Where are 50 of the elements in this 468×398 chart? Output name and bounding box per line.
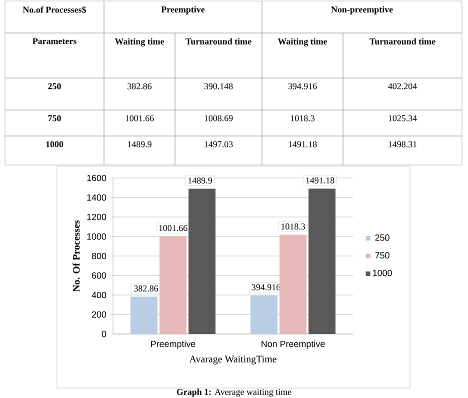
text: 402.204	[388, 83, 417, 90]
text: 1000	[46, 141, 64, 148]
y-axis-title: No. Of Processes	[72, 220, 80, 292]
y-tick-label: 0	[102, 330, 106, 338]
legend-label: 1000	[373, 270, 392, 276]
text: Parameters	[32, 38, 76, 44]
text: Turnaround time	[370, 38, 436, 45]
text: 750	[48, 115, 61, 122]
text: Waiting time	[278, 38, 328, 46]
text: 1025.34	[388, 115, 417, 122]
y-tick-label: 400	[92, 292, 106, 298]
data-label: 382.86	[134, 285, 158, 292]
y-tick-label: 1600	[87, 174, 106, 182]
text: 382.86	[128, 83, 152, 90]
data-label: 1491.18	[306, 177, 334, 184]
legend-label: 750	[375, 252, 390, 258]
bar	[188, 188, 216, 334]
text: 1018.3	[290, 115, 314, 122]
text: 1498.31	[388, 141, 417, 148]
text: 1497.03	[204, 141, 233, 148]
text: Non-preemptive	[331, 6, 393, 14]
text: 1491.18	[288, 141, 317, 148]
text: No.of Processes$	[22, 6, 86, 14]
x-axis-title: Avarage WaitingTime	[189, 356, 276, 364]
text: Graph 1: Average waiting time	[176, 388, 292, 397]
text: 1008.69	[204, 115, 233, 122]
text: Turnaround time	[186, 38, 252, 45]
text: 394.916	[288, 83, 317, 90]
legend-label: 250	[375, 234, 390, 241]
y-tick-label: 200	[92, 311, 106, 318]
y-tick-label: 1200	[87, 214, 106, 220]
bar	[280, 234, 307, 334]
data-label: 1489.9	[188, 177, 212, 184]
y-tick-label: 1000	[87, 233, 106, 240]
text: 390.148	[204, 83, 233, 90]
text: Waiting time	[114, 38, 164, 46]
y-tick-label: 1400	[87, 194, 106, 201]
bar	[160, 236, 186, 334]
y-tick-label: 800	[92, 252, 106, 260]
y-tick-label: 600	[92, 272, 106, 279]
bar	[308, 188, 336, 334]
data-label: 1001.66	[159, 225, 188, 232]
text: 1001.66	[126, 115, 154, 122]
bar	[130, 296, 158, 334]
x-tick-label: Non Preemptive	[262, 340, 325, 349]
text: 1489.9	[128, 141, 152, 148]
bar	[250, 295, 278, 334]
text: Preemptive	[161, 6, 205, 14]
data-label: 1018.3	[281, 223, 305, 230]
text: 250	[48, 83, 61, 90]
